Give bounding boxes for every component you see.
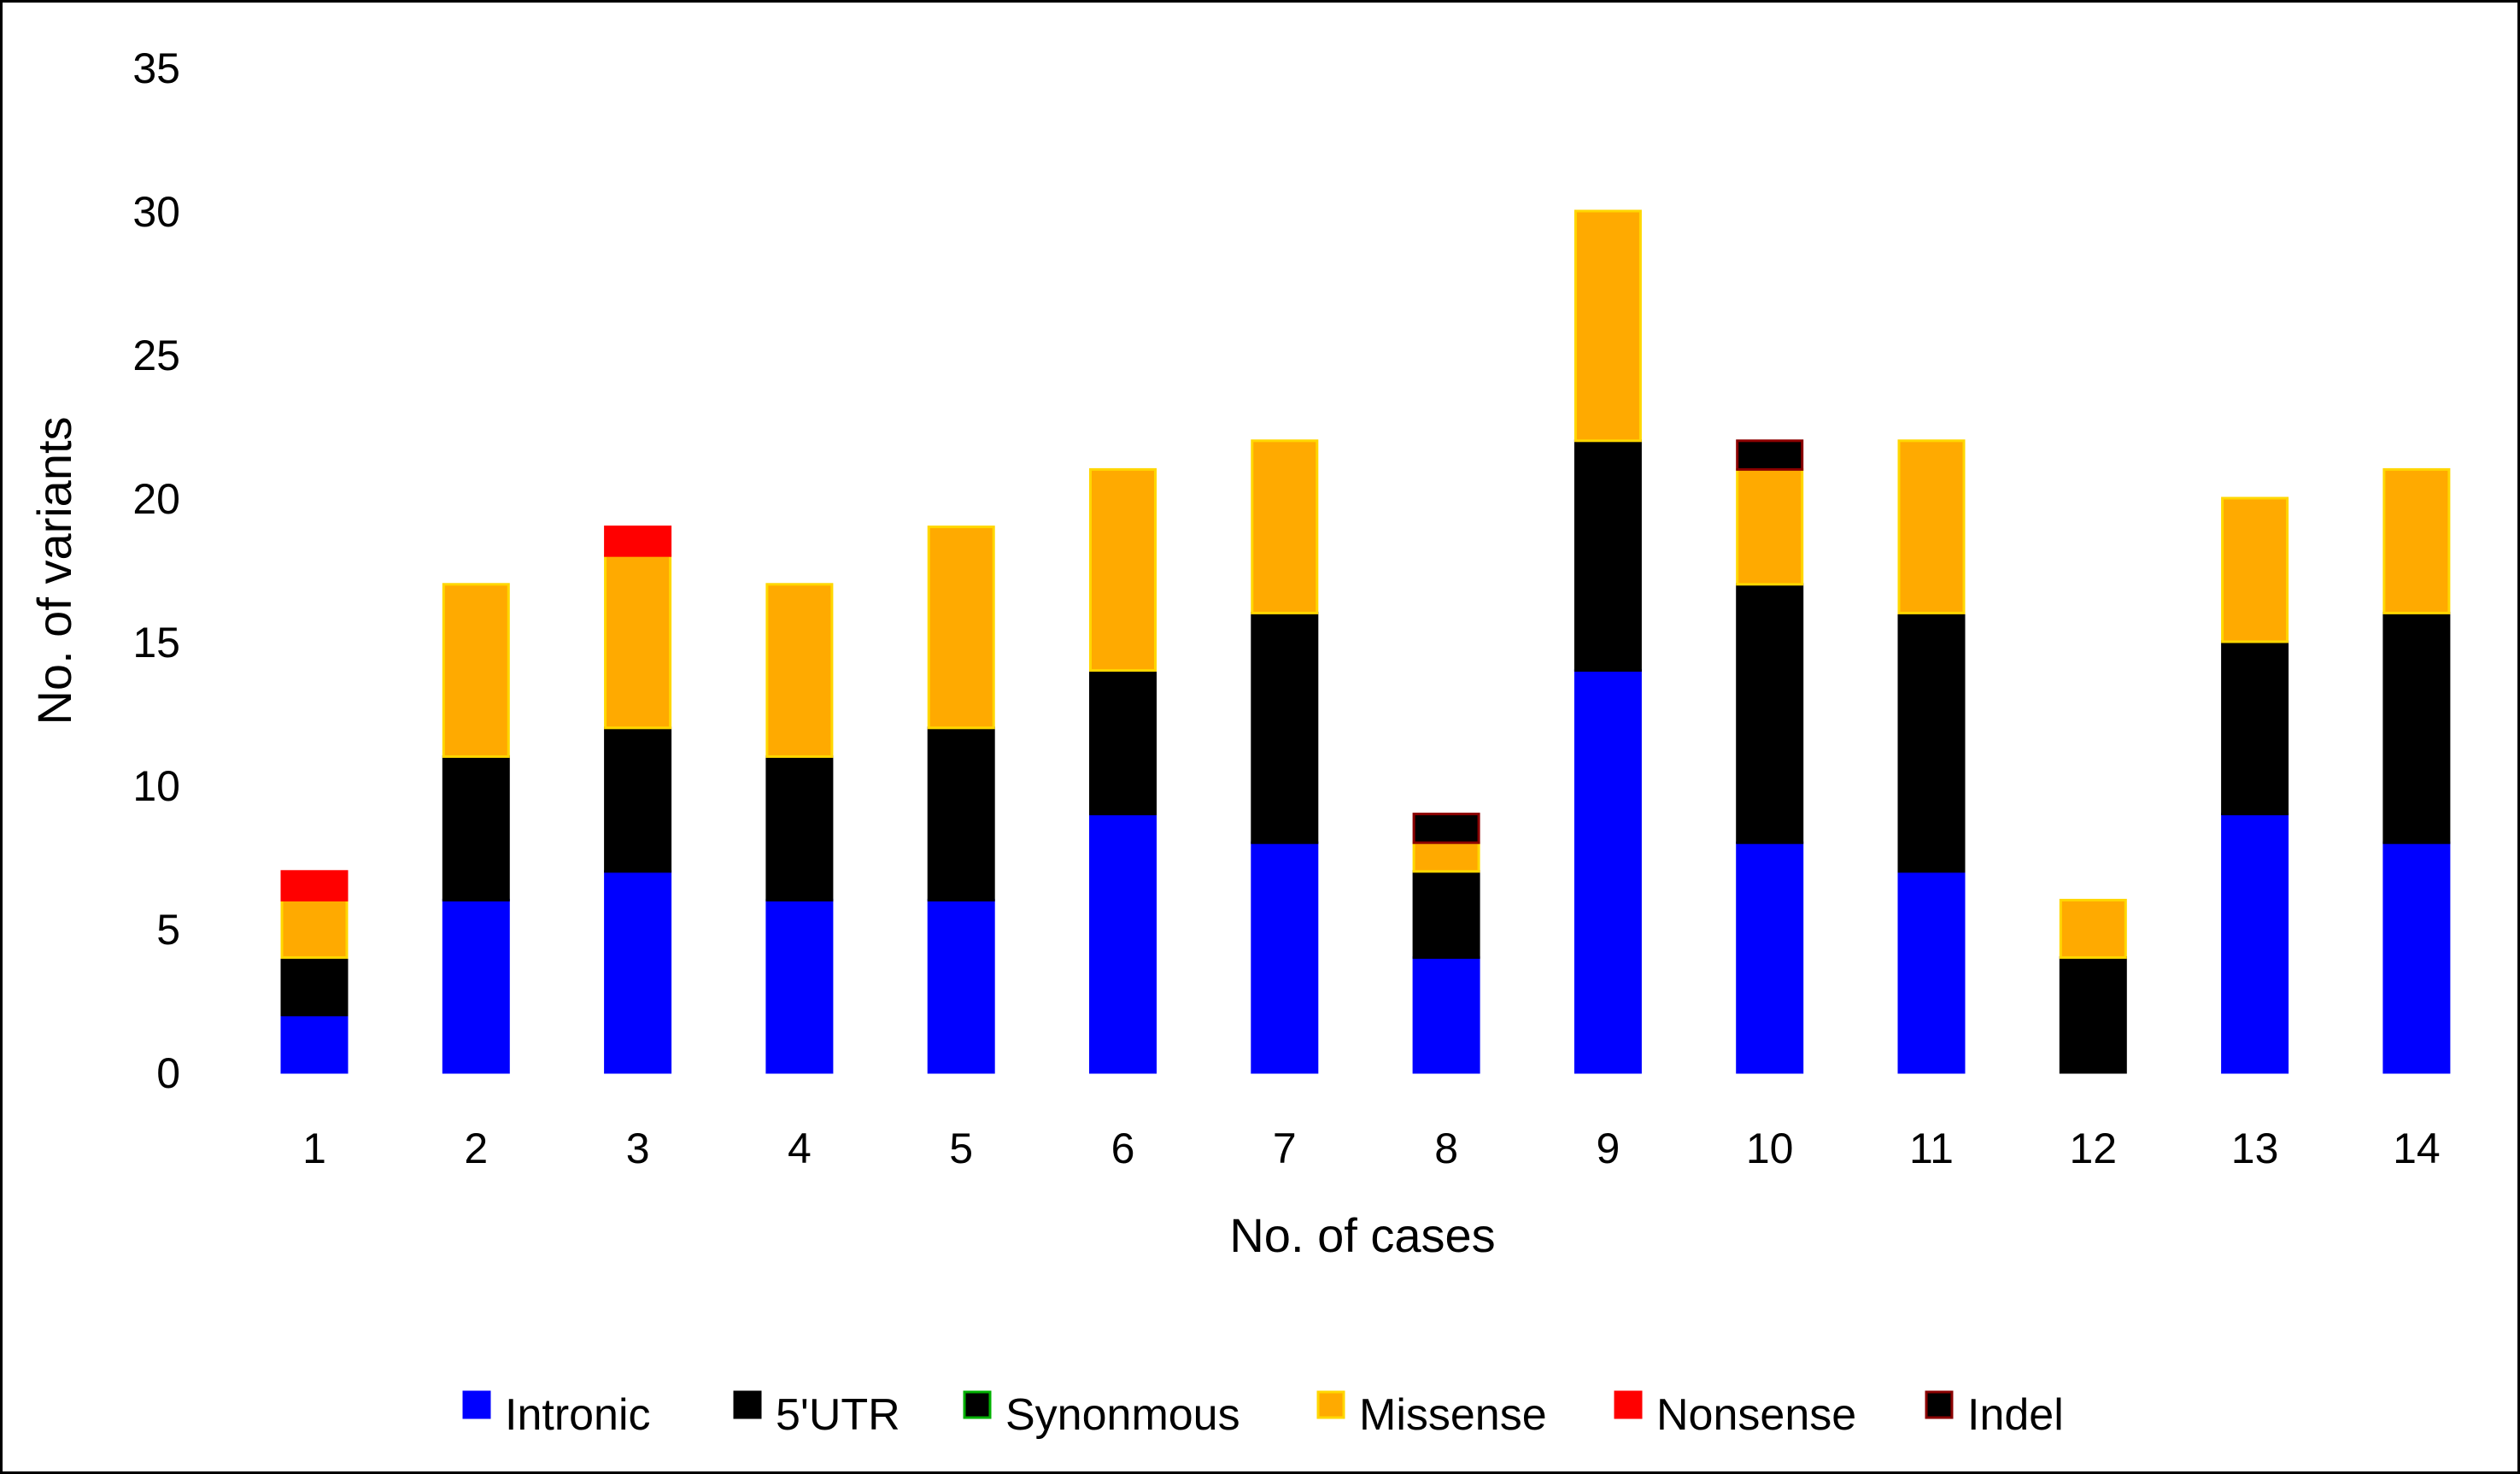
- bar-segment-intronic: [280, 1013, 349, 1074]
- x-tick-label: 8: [1434, 1125, 1458, 1172]
- legend-swatch-nonsense: [1614, 1390, 1643, 1419]
- bar-segment-missense: [1897, 439, 1966, 614]
- bar-segment-missense: [927, 526, 995, 730]
- bar-segment-5-utr: [442, 755, 510, 901]
- bar-segment-5-utr: [2221, 640, 2289, 816]
- bar-segment-intronic: [1574, 669, 1642, 1074]
- bar-segment-missense: [1574, 209, 1642, 443]
- y-tick-label: 35: [132, 44, 180, 92]
- legend-swatch-5-utr: [733, 1390, 762, 1419]
- legend-swatch-missense: [1316, 1390, 1345, 1419]
- bar-segment-intronic: [1089, 813, 1157, 1074]
- y-tick-label: 15: [132, 619, 180, 667]
- legend-label: Synonmous: [1005, 1390, 1240, 1440]
- bar-segment-intronic: [1736, 841, 1804, 1074]
- bar-segment-missense: [2382, 467, 2451, 614]
- bar-segment-missense: [280, 898, 349, 960]
- x-tick-label: 12: [2069, 1125, 2117, 1172]
- bar-segment-intronic: [2221, 813, 2289, 1074]
- y-tick-label: 20: [132, 475, 180, 523]
- y-axis-title: No. of variants: [27, 416, 81, 725]
- bar-segment-missense: [1412, 841, 1480, 873]
- bar-segment-intronic: [604, 870, 672, 1074]
- bar-segment-nonsense: [604, 526, 672, 557]
- x-tick-label: 4: [788, 1125, 812, 1172]
- x-tick-label: 13: [2231, 1125, 2279, 1172]
- bar-segment-5-utr: [1089, 669, 1157, 816]
- bar-segment-nonsense: [280, 870, 349, 901]
- bar-segment-missense: [1089, 467, 1157, 672]
- bar-segment-intronic: [442, 898, 510, 1074]
- y-tick-label: 10: [132, 762, 180, 810]
- bar-segment-intronic: [1251, 841, 1319, 1074]
- bar-segment-5-utr: [1736, 583, 1804, 844]
- x-tick-label: 3: [626, 1125, 650, 1172]
- bar-segment-5-utr: [2059, 956, 2127, 1074]
- bar-segment-5-utr: [1412, 870, 1480, 960]
- bar-segment-intronic: [2382, 841, 2451, 1074]
- bar-segment-intronic: [1412, 956, 1480, 1074]
- legend-label: Missense: [1359, 1390, 1547, 1440]
- bar-segment-5-utr: [1897, 611, 1966, 873]
- x-axis-title: No. of cases: [1229, 1208, 1495, 1262]
- x-tick-label: 2: [464, 1125, 488, 1172]
- legend-label: Intronic: [505, 1390, 651, 1440]
- bar-segment-indel: [1412, 813, 1480, 844]
- y-tick-label: 5: [156, 906, 180, 954]
- bar-segment-indel: [1736, 439, 1804, 471]
- bar-segment-missense: [1736, 467, 1804, 586]
- legend-label: Nonsense: [1656, 1390, 1856, 1440]
- bar-segment-5-utr: [927, 726, 995, 901]
- bar-segment-5-utr: [604, 726, 672, 873]
- x-tick-label: 6: [1111, 1125, 1135, 1172]
- bars: [280, 209, 2451, 1074]
- bar-segment-missense: [1251, 439, 1319, 614]
- y-tick-label: 0: [156, 1049, 180, 1097]
- y-tick-label: 30: [132, 188, 180, 236]
- bar-segment-5-utr: [1574, 439, 1642, 672]
- x-tick-label: 11: [1909, 1125, 1954, 1172]
- legend-label: Indel: [1967, 1390, 2064, 1440]
- bar-segment-intronic: [927, 898, 995, 1074]
- x-tick-label: 1: [302, 1125, 326, 1172]
- bar-segment-missense: [442, 583, 510, 758]
- y-tick-label: 25: [132, 332, 180, 379]
- x-tick-label: 5: [949, 1125, 973, 1172]
- bar-segment-5-utr: [765, 755, 834, 901]
- legend: Intronic 5'UTR Synonmous Missense Nonsense In…: [462, 1390, 2064, 1440]
- bar-segment-missense: [2221, 496, 2289, 643]
- legend-swatch-intronic: [462, 1390, 491, 1419]
- y-axis-ticks: 0 5 10 15 20 25 30 35: [132, 44, 180, 1097]
- x-tick-label: 9: [1596, 1125, 1620, 1172]
- x-tick-label: 7: [1273, 1125, 1297, 1172]
- bar-segment-missense: [604, 554, 672, 730]
- bar-segment-5-utr: [280, 956, 349, 1017]
- x-tick-label: 14: [2393, 1125, 2441, 1172]
- bar-segment-intronic: [765, 898, 834, 1074]
- bar-segment-intronic: [1897, 870, 1966, 1074]
- legend-swatch-indel: [1925, 1390, 1954, 1419]
- legend-label: 5'UTR: [776, 1390, 900, 1440]
- x-tick-label: 10: [1746, 1125, 1794, 1172]
- bar-segment-missense: [2059, 898, 2127, 960]
- bar-segment-5-utr: [2382, 611, 2451, 844]
- bar-segment-missense: [765, 583, 834, 758]
- legend-swatch-synonmous: [963, 1390, 992, 1419]
- x-axis-ticks: 1 2 3 4 5 6 7 8 9 10 11 12 13 14: [302, 1125, 2441, 1172]
- bar-segment-5-utr: [1251, 611, 1319, 844]
